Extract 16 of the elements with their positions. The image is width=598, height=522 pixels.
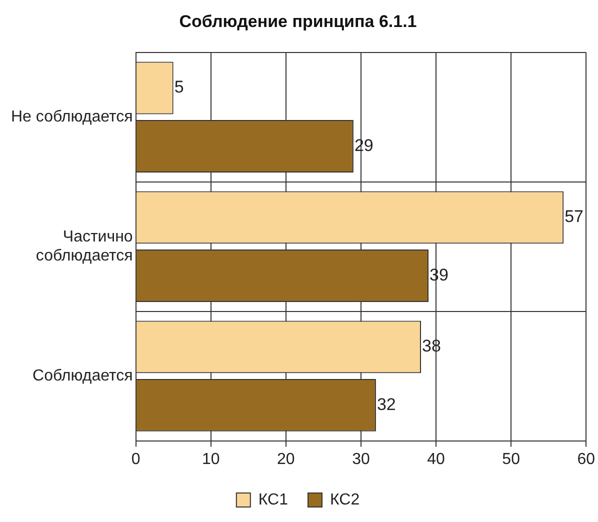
y-tick-label: Частично соблюдается xyxy=(36,228,133,265)
data-label: 57 xyxy=(564,207,584,226)
x-tick-label: 0 xyxy=(131,450,140,468)
x-tick-label: 50 xyxy=(502,450,520,468)
x-tick-label: 40 xyxy=(427,450,446,468)
legend-label: КС1 xyxy=(258,491,288,508)
x-tick-label: 20 xyxy=(277,450,295,468)
legend-label: КС2 xyxy=(330,491,360,508)
data-label: 32 xyxy=(376,394,396,414)
x-tick-label: 60 xyxy=(577,450,596,468)
data-label: 5 xyxy=(174,78,184,97)
y-tick-label: Соблюдается xyxy=(32,367,133,384)
y-tick-label: Не соблюдается xyxy=(10,108,133,126)
x-tick-label: 10 xyxy=(202,450,220,468)
x-tick-label: 30 xyxy=(352,450,370,468)
chart-title: Соблюдение принципа 6.1.1 xyxy=(179,12,417,31)
